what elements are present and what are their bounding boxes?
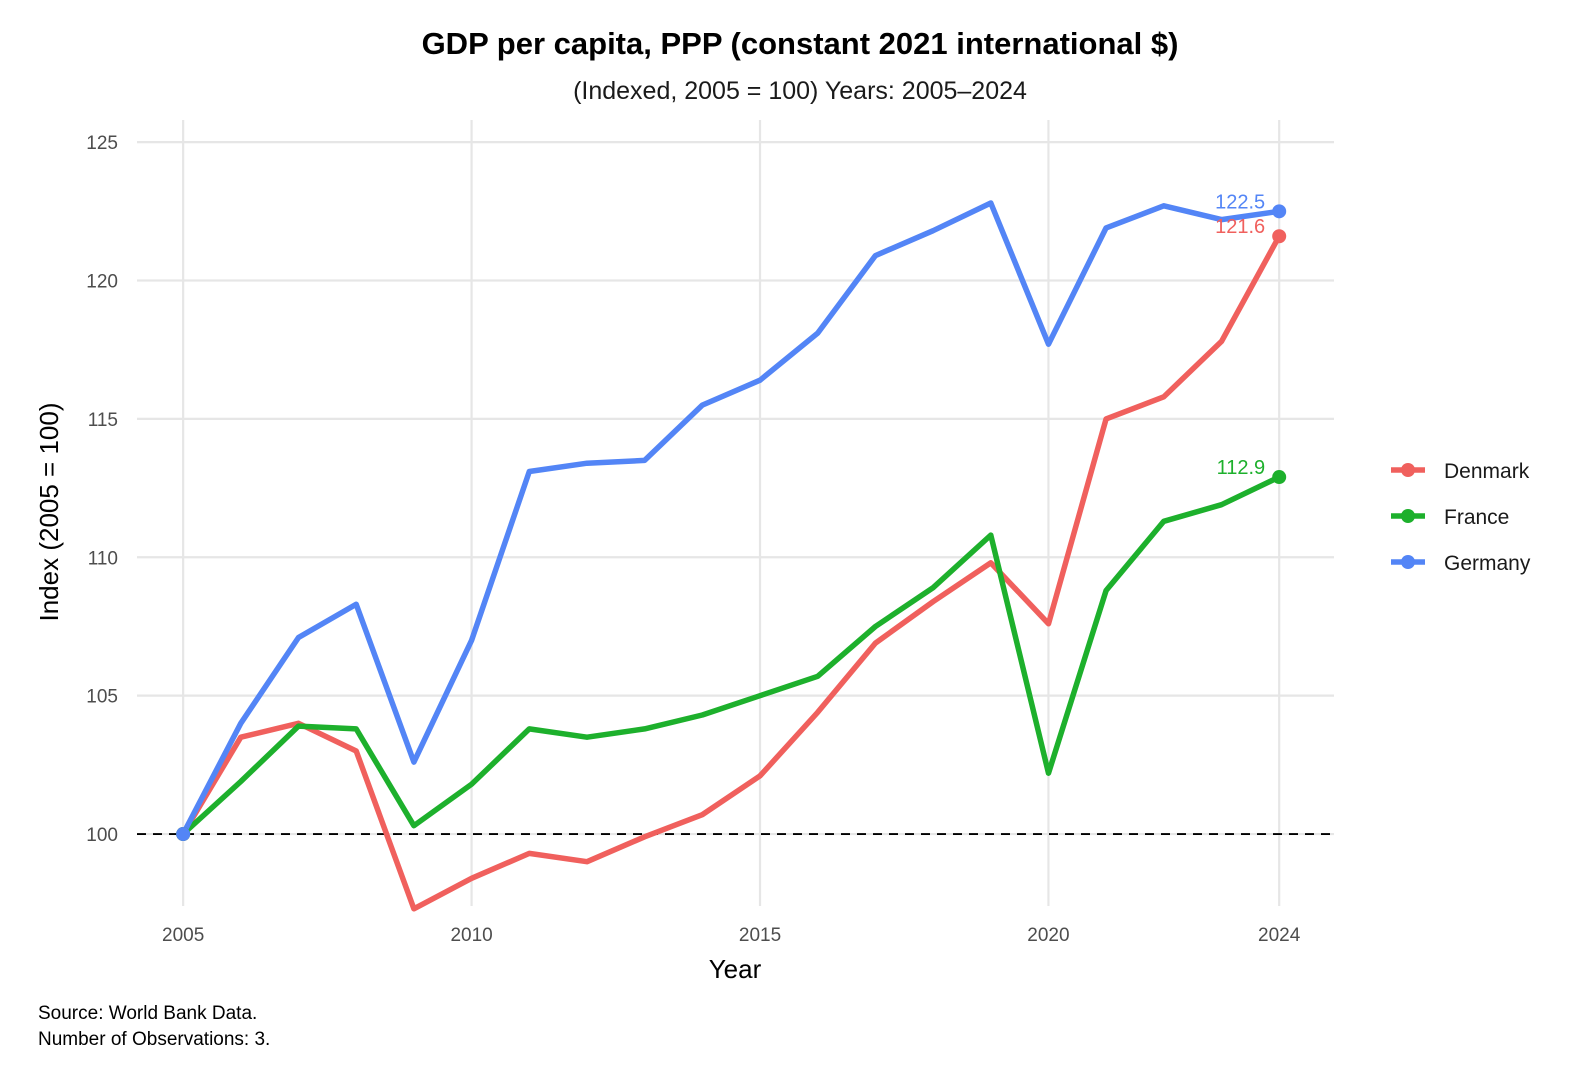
- end-labels-group: 121.6 112.9 122.5: [1215, 191, 1265, 479]
- x-axis-title: Year: [709, 954, 762, 984]
- y-tick-label: 125: [86, 133, 118, 154]
- legend-label-france: France: [1444, 506, 1509, 529]
- chart-title: GDP per capita, PPP (constant 2021 inter…: [422, 26, 1179, 61]
- legend-label-germany: Germany: [1444, 552, 1531, 575]
- x-tick-label: 2015: [739, 925, 781, 946]
- legend-swatch-point: [1401, 463, 1415, 477]
- chart-subtitle: (Indexed, 2005 = 100) Years: 2005–2024: [573, 77, 1027, 105]
- legend-label-denmark: Denmark: [1444, 460, 1530, 483]
- y-tick-label: 100: [86, 825, 118, 846]
- grid-lines: [137, 120, 1334, 906]
- x-tick-label: 2020: [1027, 925, 1069, 946]
- end-points-group: [176, 204, 1287, 842]
- y-axis-title: Index (2005 = 100): [34, 403, 64, 622]
- legend: Denmark France Germany: [1391, 460, 1531, 575]
- legend-swatch-point: [1401, 555, 1415, 569]
- end-point-france: [1272, 470, 1287, 485]
- series-line-germany: [180, 200, 1282, 837]
- end-point-denmark: [1272, 229, 1287, 244]
- x-tick-label: 2010: [450, 925, 492, 946]
- start-point-germany: [176, 827, 191, 842]
- end-point-germany: [1272, 204, 1287, 219]
- y-tick-label: 120: [86, 272, 118, 293]
- x-tick-label: 2024: [1258, 925, 1301, 946]
- series-line-france: [180, 474, 1282, 837]
- end-label-france: 112.9: [1217, 457, 1266, 479]
- x-tick-labels: 2005 2010 2015 2020 2024: [162, 925, 1301, 946]
- y-tick-label: 110: [88, 548, 118, 569]
- series-line-denmark: [180, 233, 1282, 912]
- caption-observations: Number of Observations: 3.: [38, 1029, 270, 1050]
- y-tick-label: 105: [86, 687, 118, 708]
- caption-source: Source: World Bank Data.: [38, 1003, 257, 1024]
- series-group: [180, 200, 1282, 912]
- legend-swatch-point: [1401, 509, 1415, 523]
- y-tick-label: 115: [88, 410, 118, 431]
- x-tick-label: 2005: [162, 925, 204, 946]
- end-label-germany: 122.5: [1215, 191, 1265, 213]
- y-tick-labels: 100 105 110 115 120 125: [86, 133, 118, 846]
- end-label-denmark: 121.6: [1215, 216, 1265, 238]
